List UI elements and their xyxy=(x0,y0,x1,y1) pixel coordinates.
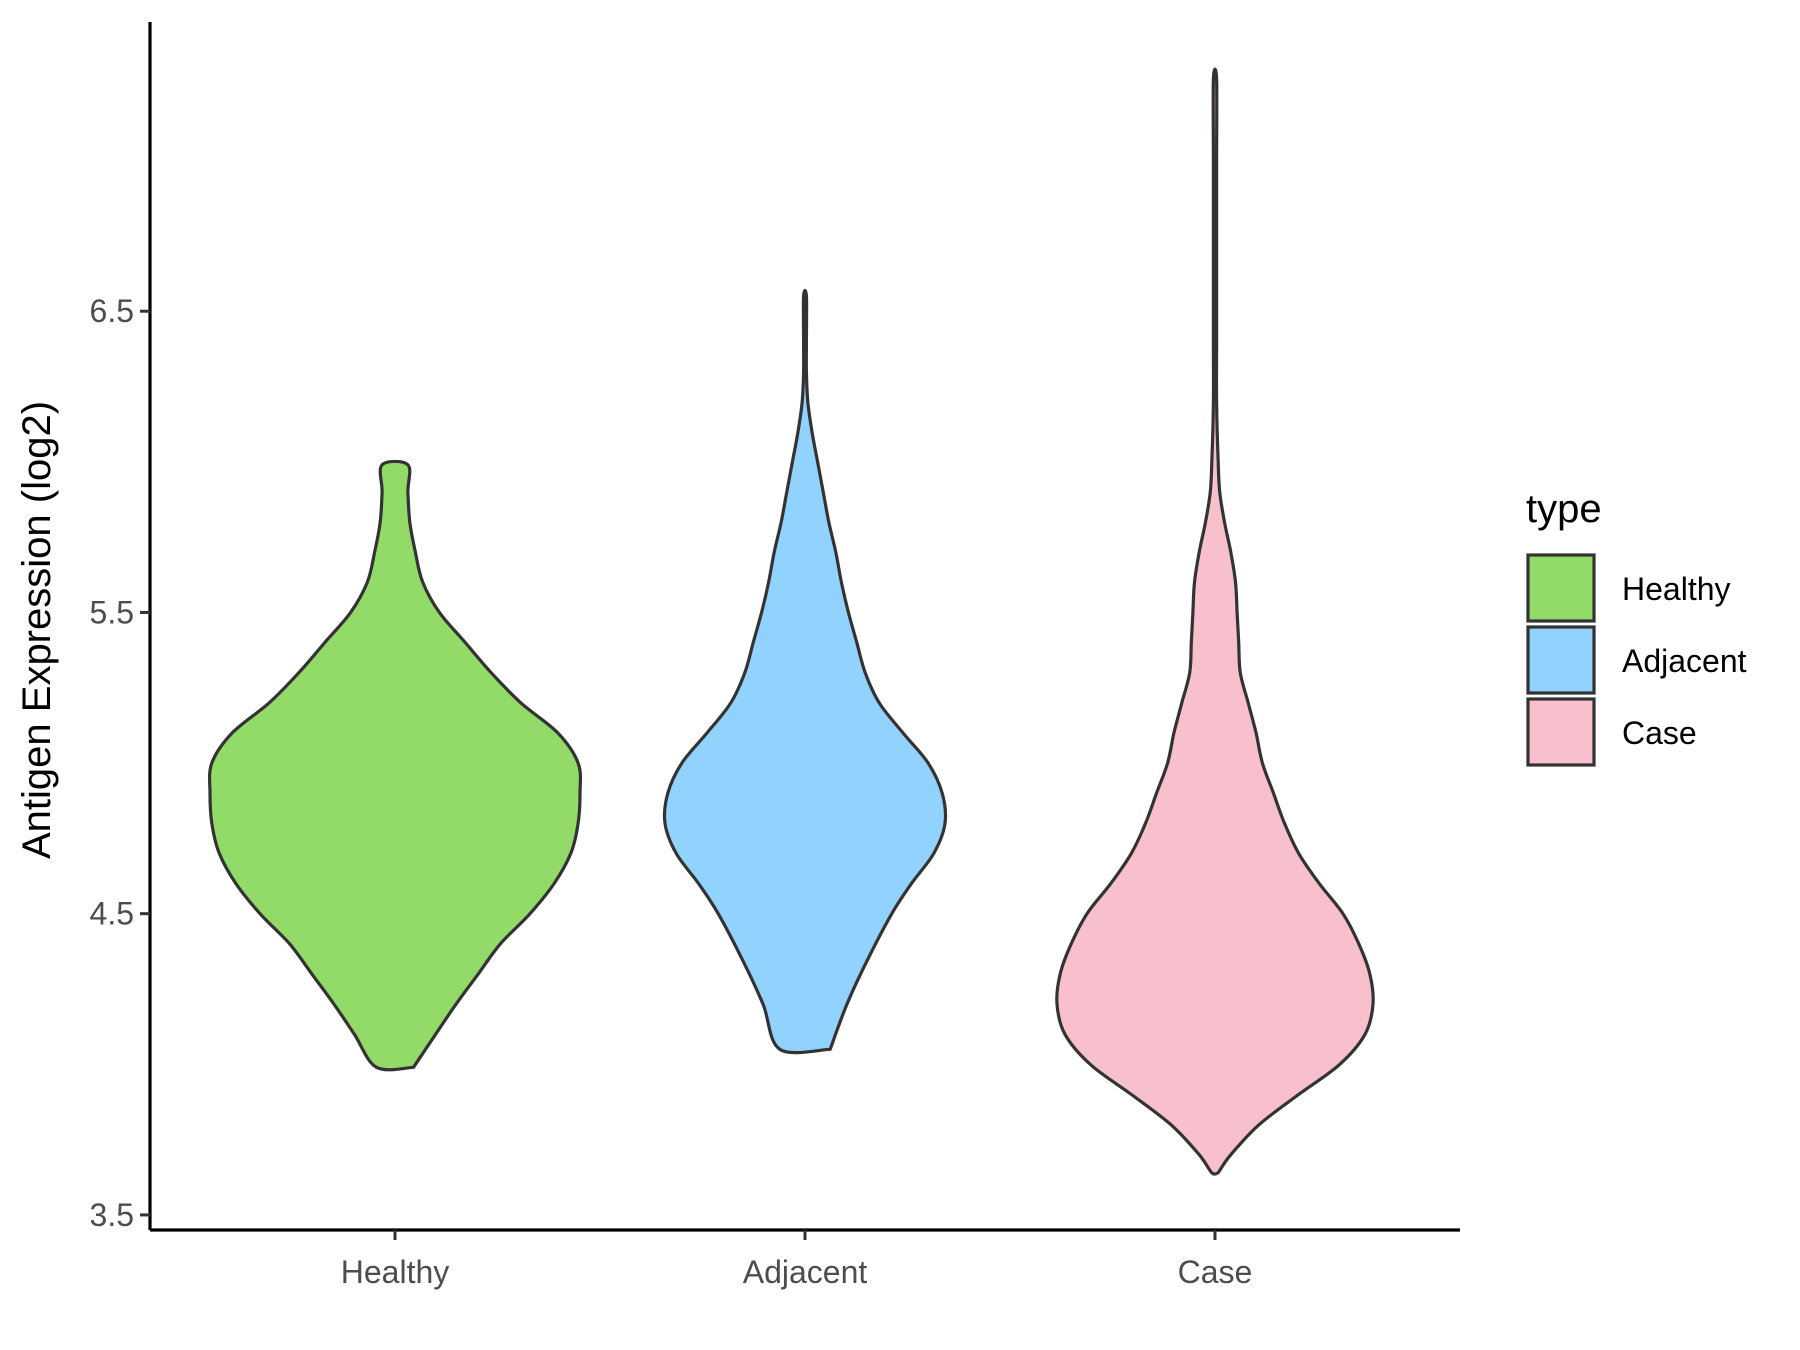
legend-key-adjacent xyxy=(1526,625,1596,695)
x-tick-label: Case xyxy=(1178,1254,1253,1290)
y-tick-label: 5.5 xyxy=(90,594,134,630)
legend-label: Adjacent xyxy=(1622,643,1747,679)
y-axis-title: Antigen Expression (log2) xyxy=(15,401,59,859)
y-tick-label: 3.5 xyxy=(90,1197,134,1233)
x-axis: Healthy Adjacent Case xyxy=(150,1228,1460,1290)
plot-area xyxy=(207,67,1375,1176)
legend-key-case xyxy=(1526,697,1596,767)
violin-healthy xyxy=(207,459,583,1072)
legend-title: type xyxy=(1526,487,1602,531)
legend-label: Healthy xyxy=(1622,571,1731,607)
x-tick-label: Adjacent xyxy=(743,1254,868,1290)
y-axis: 3.5 4.5 5.5 6.5 xyxy=(90,22,152,1233)
y-tick-label: 4.5 xyxy=(90,896,134,932)
legend-key-healthy xyxy=(1526,553,1596,623)
violin-case xyxy=(1055,67,1375,1176)
y-tick-label: 6.5 xyxy=(90,293,134,329)
legend-label: Case xyxy=(1622,715,1697,751)
violin-adjacent xyxy=(662,288,948,1055)
x-tick-label: Healthy xyxy=(341,1254,450,1290)
legend: type Healthy Adjacent Case xyxy=(1526,487,1747,767)
